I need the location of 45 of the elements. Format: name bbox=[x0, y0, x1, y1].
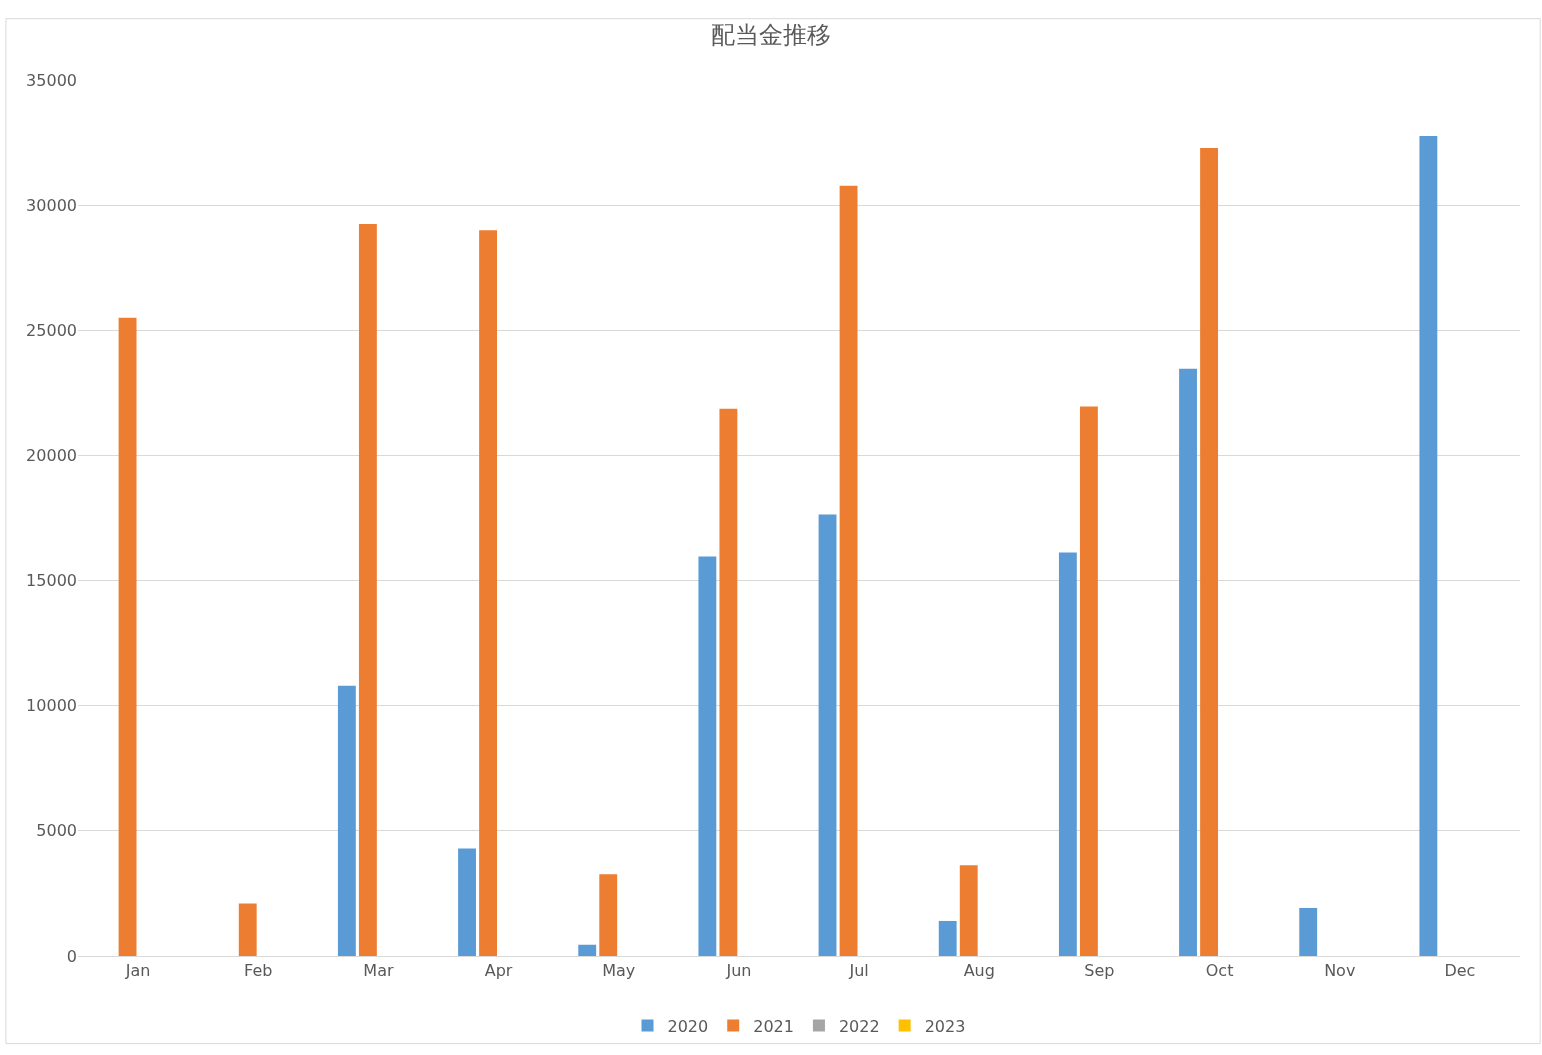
chart-title: 配当金推移 bbox=[711, 21, 831, 50]
x-tick-label: Dec bbox=[1444, 961, 1476, 981]
bar bbox=[458, 848, 476, 956]
y-tick-label: 10000 bbox=[26, 696, 77, 716]
bar bbox=[959, 865, 978, 956]
bar bbox=[578, 944, 597, 956]
x-tick-label: Sep bbox=[1084, 961, 1115, 981]
legend-label: 2023 bbox=[924, 1016, 966, 1036]
x-tick-label: Mar bbox=[363, 961, 394, 981]
y-tick-label: 5000 bbox=[36, 821, 77, 841]
x-tick-label: Feb bbox=[244, 961, 273, 981]
bar bbox=[1419, 136, 1438, 956]
bar bbox=[358, 223, 377, 956]
x-tick-label: Jul bbox=[848, 961, 869, 981]
bar bbox=[479, 230, 498, 956]
bar bbox=[719, 408, 738, 956]
x-tick-label: May bbox=[602, 961, 636, 981]
x-tick-label: Aug bbox=[963, 961, 995, 981]
bar bbox=[337, 685, 356, 956]
bar bbox=[118, 317, 137, 956]
bar bbox=[1079, 406, 1098, 956]
bar bbox=[698, 556, 717, 956]
bar bbox=[938, 920, 957, 956]
x-tick-label: Jun bbox=[725, 961, 752, 981]
bar bbox=[818, 514, 837, 956]
y-tick-label: 25000 bbox=[26, 320, 77, 340]
bar bbox=[1200, 148, 1219, 956]
x-tick-label: Jan bbox=[124, 961, 151, 981]
x-tick-label: Apr bbox=[484, 961, 513, 981]
legend-label: 2021 bbox=[753, 1016, 794, 1036]
bar bbox=[839, 185, 858, 956]
legend-label: 2022 bbox=[838, 1016, 880, 1036]
x-tick-label: Nov bbox=[1324, 961, 1356, 981]
y-tick-label: 0 bbox=[66, 946, 77, 966]
legend-label: 2020 bbox=[667, 1016, 709, 1036]
y-tick-label: 35000 bbox=[26, 70, 77, 90]
bar bbox=[1299, 907, 1318, 956]
bar bbox=[1179, 368, 1197, 956]
bar bbox=[238, 903, 257, 956]
bar bbox=[1058, 552, 1077, 956]
x-tick-label: Oct bbox=[1205, 961, 1234, 981]
y-tick-label: 20000 bbox=[26, 446, 77, 466]
y-tick-label: 30000 bbox=[26, 195, 77, 215]
bar bbox=[599, 874, 618, 956]
y-tick-label: 15000 bbox=[26, 571, 77, 591]
